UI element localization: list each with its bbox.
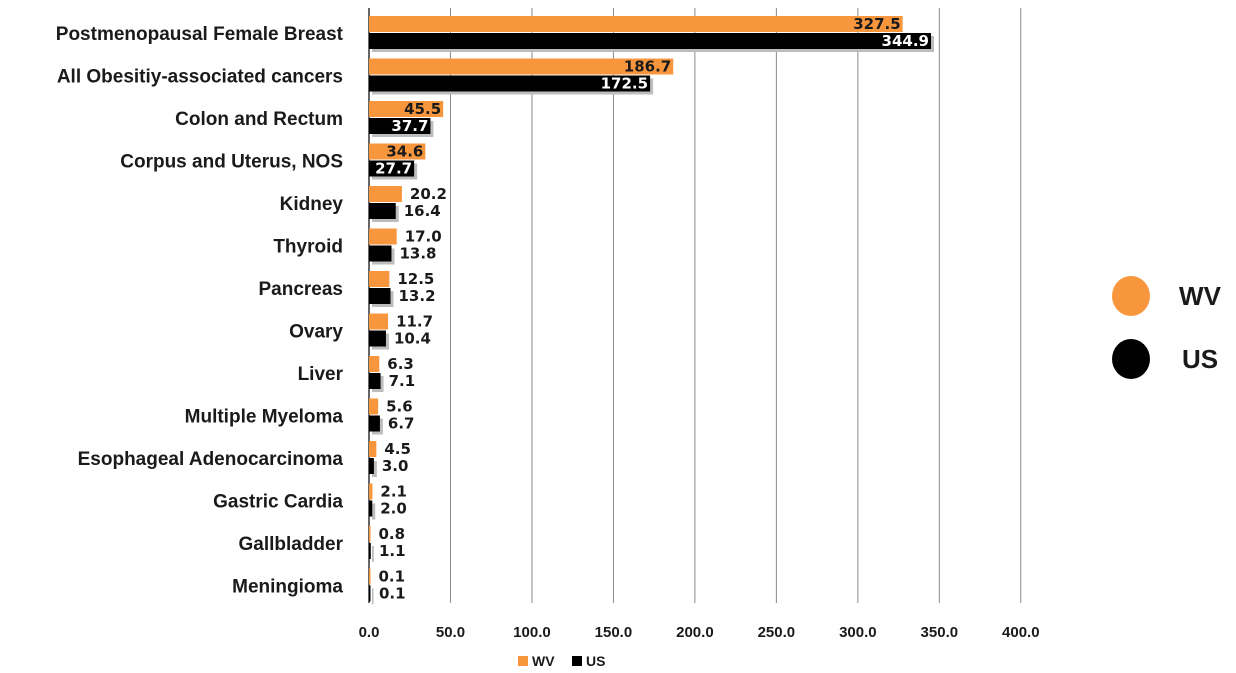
x-tick-label: 150.0 [595, 624, 633, 641]
category-label: Gastric Cardia [213, 492, 343, 513]
bar-us-shadow [372, 546, 374, 562]
data-label-us: 3.0 [382, 457, 409, 475]
side-legend: WV US [1112, 276, 1222, 379]
data-label-wv: 0.1 [379, 568, 406, 586]
bar-us [369, 500, 373, 517]
category-label: Colon and Rectum [175, 109, 343, 130]
bar-wv [369, 16, 903, 32]
bar-wv [369, 101, 444, 117]
bottom-legend: WV US [518, 653, 605, 669]
bar-wv [369, 398, 379, 415]
data-label-us: 6.7 [388, 415, 415, 433]
bar-us [369, 415, 380, 432]
side-legend-label-wv: WV [1179, 281, 1222, 311]
bar-wv [369, 483, 373, 500]
bar-us [369, 160, 415, 177]
data-label-wv: 34.6 [386, 143, 423, 161]
side-legend-marker-wv [1112, 276, 1150, 316]
bar-us-shadow [372, 461, 377, 477]
data-label-wv: 12.5 [397, 270, 434, 288]
category-label: Postmenopausal Female Breast [56, 24, 344, 45]
data-label-wv: 11.7 [396, 313, 433, 331]
data-label-wv: 327.5 [853, 15, 900, 33]
data-label-wv: 4.5 [384, 440, 411, 458]
bar-wv [369, 143, 426, 160]
x-tick-label: 200.0 [676, 624, 714, 641]
bar-wv [369, 313, 389, 330]
data-label-us: 7.1 [389, 372, 416, 390]
category-label: Liver [298, 364, 344, 385]
data-label-us: 1.1 [379, 542, 406, 560]
bar-us [369, 458, 374, 474]
data-label-wv: 20.2 [410, 185, 447, 203]
x-tick-label: 250.0 [758, 624, 796, 641]
x-tick-label: 50.0 [436, 624, 465, 641]
category-label: All Obesitiy-associated cancers [57, 67, 343, 88]
bar-us [369, 75, 651, 92]
category-label: Ovary [289, 322, 343, 343]
side-legend-label-us: US [1182, 344, 1218, 374]
bar-wv [369, 356, 380, 372]
grid-lines [368, 8, 1022, 603]
category-label: Multiple Myeloma [185, 407, 344, 428]
data-label-us: 10.4 [394, 330, 431, 348]
category-label: Esophageal Adenocarcinoma [78, 449, 344, 470]
bar-us [369, 373, 381, 389]
category-label: Meningioma [232, 577, 343, 598]
bar-wv [369, 441, 377, 457]
x-tick-label: 350.0 [921, 624, 959, 641]
x-tick-label: 100.0 [513, 624, 551, 641]
bars [369, 16, 935, 605]
bar-us [369, 330, 386, 347]
category-label: Gallbladder [238, 534, 343, 555]
bar-us-shadow [372, 503, 376, 520]
data-label-us: 0.1 [379, 585, 406, 603]
bar-us [369, 585, 371, 602]
bar-us-shadow [372, 588, 374, 605]
data-label-wv: 2.1 [380, 483, 407, 501]
legend-swatch-us [572, 656, 582, 666]
side-legend-marker-us [1112, 339, 1150, 379]
x-tick-labels: 0.0 50.0 100.0 150.0 200.0 250.0 300.0 350.0 400… [359, 624, 1040, 641]
data-label-us: 13.8 [399, 245, 436, 263]
bar-wv [369, 58, 674, 75]
legend-swatch-wv [518, 656, 528, 666]
x-tick-label: 400.0 [1002, 624, 1040, 641]
data-label-us: 344.9 [882, 32, 929, 50]
data-label-wv: 17.0 [405, 228, 442, 246]
category-label: Pancreas [258, 279, 343, 300]
category-label: Kidney [280, 194, 344, 215]
x-tick-label: 0.0 [359, 624, 380, 641]
bar-wv [369, 568, 371, 585]
data-label-us: 13.2 [399, 287, 436, 305]
bar-us [369, 543, 371, 559]
bar-us [369, 33, 932, 49]
legend-label-wv: WV [532, 653, 555, 669]
legend-label-us: US [586, 653, 605, 669]
bar-us [369, 118, 431, 134]
bar-us [369, 203, 396, 219]
data-label-us: 27.7 [375, 160, 412, 178]
category-labels: Postmenopausal Female Breast All Obesitiy… [56, 24, 344, 598]
category-label: Corpus and Uterus, NOS [120, 152, 343, 173]
bar-wv [369, 228, 397, 245]
bar-us [369, 245, 392, 262]
data-label-us: 172.5 [601, 75, 648, 93]
x-tick-label: 300.0 [839, 624, 877, 641]
data-label-wv: 45.5 [404, 100, 441, 118]
category-label: Thyroid [273, 237, 343, 258]
data-label-us: 16.4 [404, 202, 441, 220]
data-label-wv: 5.6 [386, 398, 413, 416]
data-label-wv: 186.7 [624, 58, 671, 76]
data-label-us: 37.7 [391, 117, 428, 135]
bar-wv [369, 186, 402, 202]
data-label-wv: 6.3 [387, 355, 414, 373]
data-label-wv: 0.8 [379, 525, 406, 543]
data-label-us: 2.0 [380, 500, 407, 518]
bar-wv [369, 271, 390, 287]
bar-wv [369, 526, 371, 542]
bar-us [369, 288, 391, 304]
